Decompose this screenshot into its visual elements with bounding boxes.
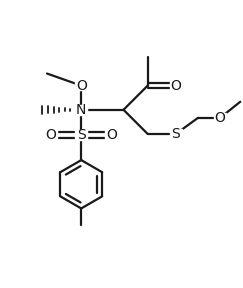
Bar [75,81,87,90]
Bar [170,129,182,139]
Bar [45,130,57,140]
Text: O: O [46,128,56,142]
Bar [105,130,117,140]
Text: O: O [215,111,226,125]
Text: O: O [170,79,181,93]
Bar [214,113,226,123]
Bar [170,81,182,90]
Bar [75,130,87,140]
Text: N: N [76,103,87,117]
Text: S: S [172,127,180,141]
Text: S: S [77,128,86,142]
Text: O: O [76,79,87,93]
Text: O: O [106,128,117,142]
Bar [75,105,87,115]
